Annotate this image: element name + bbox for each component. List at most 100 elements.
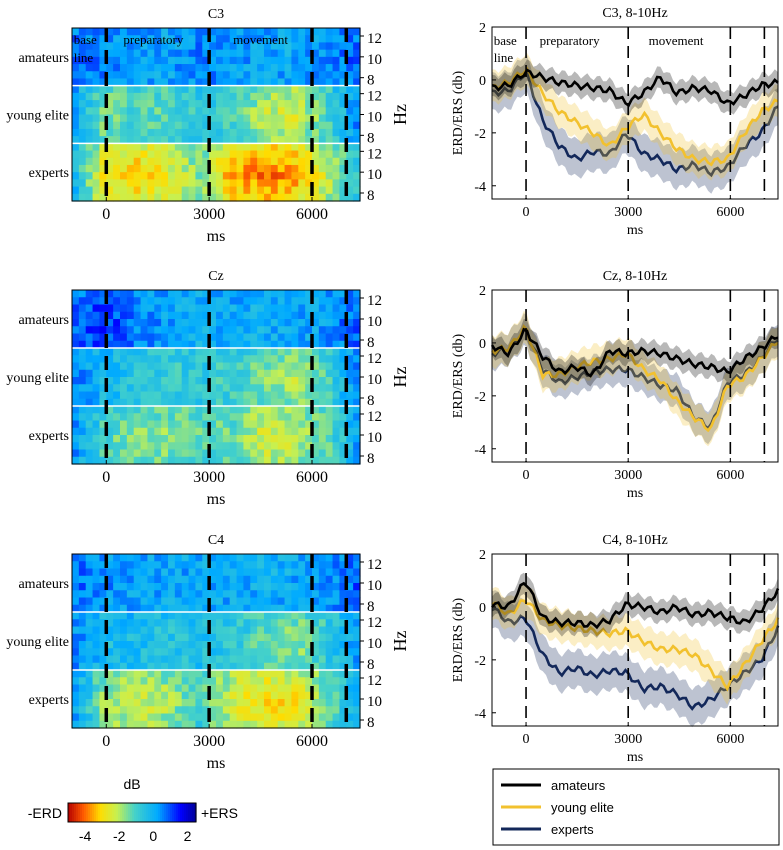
heatmap-cell (106, 677, 114, 686)
heatmap-cell (332, 304, 341, 313)
heatmap-cell (99, 304, 107, 313)
heatmap-cell (284, 92, 293, 101)
heatmap-cell (229, 56, 238, 65)
heatmap-cell (229, 706, 238, 715)
heatmap-cell (147, 691, 155, 700)
heatmap-cell (154, 655, 162, 664)
heatmap-cell (291, 413, 299, 422)
heatmap-cell (318, 626, 327, 635)
heatmap-cell (325, 597, 334, 606)
heatmap-cell (243, 670, 251, 678)
heatmap-cell (284, 35, 293, 44)
heatmap-cell (318, 449, 327, 458)
heatmap-cell (222, 355, 231, 364)
heatmap-cell (305, 311, 313, 320)
heatmap-cell (243, 290, 251, 298)
heatmap-cell (216, 297, 224, 306)
heatmap-cell (312, 449, 320, 458)
heatmap-cell (222, 100, 231, 108)
heatmap-cell (72, 597, 80, 606)
heatmap-cell (346, 49, 354, 58)
heatmap-cell (92, 362, 101, 371)
heatmap-cell (202, 684, 210, 693)
heatmap-cell (291, 92, 299, 101)
heatmap-cell (113, 604, 121, 613)
heatmap-cell (284, 583, 293, 591)
heatmap-cell (353, 435, 361, 443)
heatmap-cell (78, 554, 87, 562)
heatmap-cell (106, 64, 114, 72)
heatmap-cell (202, 612, 210, 620)
heatmap-cell (270, 435, 279, 443)
colorbar-segment (84, 803, 87, 822)
heatmap-cell (195, 186, 203, 195)
heatmap-cell (332, 78, 341, 87)
heatmap-cell (318, 49, 327, 58)
heatmap-cell (291, 326, 299, 335)
heatmap-cell (92, 56, 101, 65)
heatmap-cell (99, 369, 107, 378)
heatmap-cell (312, 319, 320, 327)
heatmap-cell (277, 449, 286, 458)
heatmap-cell (305, 319, 313, 327)
heatmap-cell (236, 662, 245, 671)
heatmap-cell (133, 290, 142, 298)
y-tick-label: 2 (479, 284, 486, 299)
heatmap-cell (216, 128, 224, 137)
heatmap-cell (113, 157, 121, 166)
heatmap-cell (264, 377, 272, 385)
heatmap-cell (72, 355, 80, 364)
heatmap-cell (209, 143, 217, 152)
heatmap-cell (181, 179, 190, 188)
heatmap-cell (229, 362, 238, 371)
heatmap-cell (92, 590, 101, 599)
heatmap-cell (277, 442, 286, 451)
heatmap-cell (78, 427, 87, 436)
heatmap-cell (353, 297, 361, 306)
heatmap-cell (78, 92, 87, 101)
heatmap-cell (78, 597, 87, 606)
heatmap-cell (312, 633, 320, 642)
heatmap-cell (195, 64, 203, 72)
heatmap-cell (181, 56, 190, 65)
heatmap-cell (188, 164, 197, 173)
heatmap-cell (243, 164, 251, 173)
heatmap-cell (140, 157, 149, 166)
heatmap-cell (291, 420, 299, 429)
heatmap-cell (195, 670, 203, 678)
heatmap-cell (72, 583, 80, 591)
heatmap-cell (229, 121, 238, 130)
heatmap-cell (312, 568, 320, 577)
heatmap-cell (188, 720, 197, 729)
heatmap-cell (216, 583, 224, 591)
heatmap-cell (181, 326, 190, 335)
heatmap-cell (202, 662, 210, 671)
heatmap-cell (236, 340, 245, 349)
heatmap-cell (72, 377, 80, 385)
heatmap-cell (209, 304, 217, 313)
heatmap-cell (195, 172, 203, 180)
heatmap-cell (325, 143, 334, 152)
heatmap-cell (298, 35, 306, 44)
heatmap-cell (250, 319, 258, 327)
heatmap-cell (161, 297, 169, 306)
heatmap-cell (284, 42, 293, 51)
heatmap-cell (284, 720, 293, 729)
heatmap-cell (113, 442, 121, 451)
heatmap-cell (92, 100, 101, 108)
heatmap-cell (305, 78, 313, 87)
heatmap-cell (181, 290, 190, 298)
heatmap-cell (133, 699, 142, 707)
heatmap-cell (85, 56, 94, 65)
heatmap-cell (202, 164, 210, 173)
heatmap-cell (332, 597, 341, 606)
heatmap-cell (346, 28, 354, 36)
heatmap-cell (106, 456, 114, 465)
heatmap-cell (229, 554, 238, 562)
heatmap-cell (174, 100, 183, 108)
heatmap-cell (188, 568, 197, 577)
heatmap-cell (92, 42, 101, 51)
heatmap-cell (120, 311, 128, 320)
heatmap-cell (353, 100, 361, 108)
